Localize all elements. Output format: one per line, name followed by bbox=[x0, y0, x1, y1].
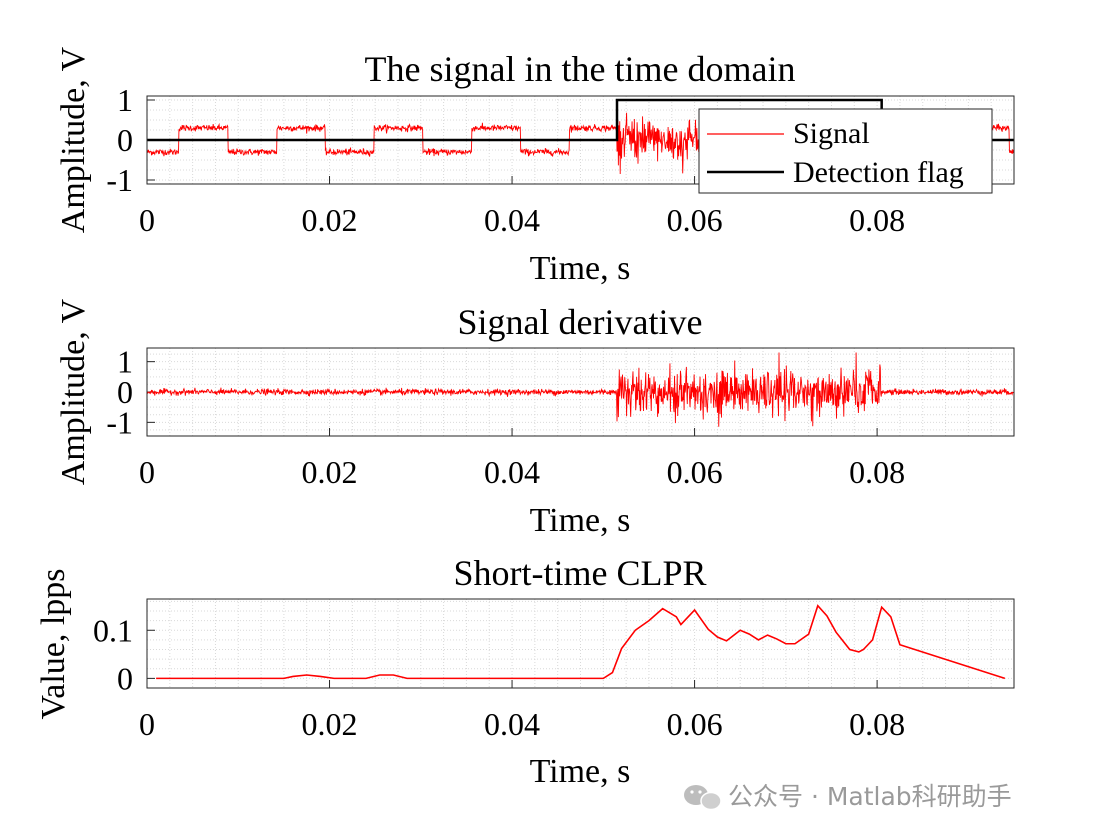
x-tick-label: 0 bbox=[139, 454, 155, 490]
plot-title: The signal in the time domain bbox=[365, 49, 796, 89]
axes-frame bbox=[146, 95, 1015, 185]
series-layer bbox=[156, 604, 1006, 680]
watermark-text: 公众号 · Matlab科研助手 bbox=[728, 782, 1012, 811]
series-layer bbox=[146, 352, 1015, 427]
watermark: 公众号 · Matlab科研助手 bbox=[684, 782, 1012, 811]
y-tick-label: 0 bbox=[117, 374, 133, 410]
plot-title: Signal derivative bbox=[458, 302, 703, 342]
x-tick-label: 0.06 bbox=[667, 706, 723, 742]
x-tick-label: 0.06 bbox=[667, 202, 723, 238]
y-axis-label: Value, lpps bbox=[35, 568, 72, 719]
y-axis-label: Amplitude, V bbox=[55, 46, 92, 233]
tick-labels: 0 0.02 0.04 0.06 0.08-101 bbox=[106, 344, 905, 490]
x-axis-label: Time, s bbox=[530, 502, 631, 539]
y-tick-label: -1 bbox=[106, 404, 133, 440]
x-tick-label: 0.08 bbox=[849, 202, 905, 238]
y-tick-label: 1 bbox=[117, 344, 133, 380]
y-axis-label: Amplitude, V bbox=[55, 298, 92, 485]
derivative-line bbox=[146, 352, 1015, 427]
x-tick-label: 0.06 bbox=[667, 454, 723, 490]
axes-frame bbox=[146, 598, 1015, 689]
x-tick-label: 0.08 bbox=[849, 706, 905, 742]
x-axis-label: Time, s bbox=[530, 250, 631, 287]
clpr-plot: Short-time CLPR Value, lpps Time, s 0 0.0… bbox=[35, 553, 1015, 790]
axes-frame bbox=[146, 347, 1015, 437]
legend: Signal Detection flag bbox=[698, 108, 993, 194]
x-tick-label: 0.02 bbox=[302, 454, 358, 490]
legend-signal-label: Signal bbox=[793, 117, 870, 150]
time-domain-plot: The signal in the time domain Amplitude,… bbox=[55, 46, 1015, 287]
x-tick-label: 0 bbox=[139, 202, 155, 238]
plot-title: Short-time CLPR bbox=[453, 553, 706, 593]
x-tick-label: 0.08 bbox=[849, 454, 905, 490]
y-tick-label: 0 bbox=[117, 660, 133, 696]
y-tick-label: 0.1 bbox=[93, 612, 133, 648]
x-tick-label: 0.04 bbox=[484, 454, 540, 490]
x-axis-label: Time, s bbox=[530, 753, 631, 790]
tick-labels: 0 0.02 0.04 0.06 0.08-101 bbox=[106, 82, 905, 238]
x-tick-label: 0.04 bbox=[484, 706, 540, 742]
clpr-line bbox=[156, 604, 1006, 680]
wechat-icon bbox=[684, 785, 722, 811]
y-tick-label: 0 bbox=[117, 122, 133, 158]
y-tick-label: -1 bbox=[106, 162, 133, 198]
y-tick-label: 1 bbox=[117, 82, 133, 118]
derivative-plot: Signal derivative Amplitude, V Time, s 0… bbox=[55, 298, 1015, 539]
x-tick-label: 0.02 bbox=[302, 202, 358, 238]
x-tick-label: 0 bbox=[139, 706, 155, 742]
x-tick-label: 0.02 bbox=[302, 706, 358, 742]
legend-box bbox=[698, 108, 993, 194]
x-tick-label: 0.04 bbox=[484, 202, 540, 238]
legend-detection-flag-label: Detection flag bbox=[793, 156, 964, 189]
tick-labels: 0 0.02 0.04 0.06 0.08 0 0.1 bbox=[93, 612, 905, 742]
